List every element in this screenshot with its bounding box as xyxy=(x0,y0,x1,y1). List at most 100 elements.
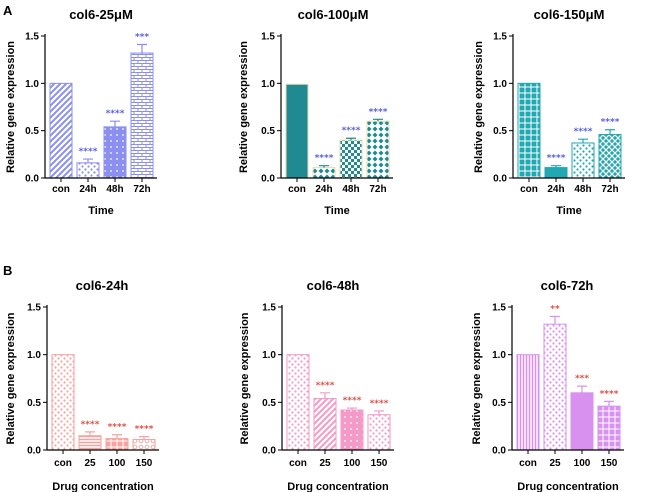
significance-label: **** xyxy=(135,425,154,435)
y-tick-label: 1.0 xyxy=(27,350,41,361)
y-tick-label: 1.5 xyxy=(261,32,275,43)
bar xyxy=(367,414,391,451)
bar xyxy=(544,167,568,179)
y-tick-label: 1.0 xyxy=(25,79,39,90)
bar xyxy=(517,82,541,179)
significance-label: **** xyxy=(81,420,100,430)
error-bar xyxy=(605,129,615,135)
y-tick-label: 0.0 xyxy=(27,446,41,457)
x-tick-label: 100 xyxy=(574,458,591,469)
x-tick-label: con xyxy=(54,458,72,469)
significance-label: **** xyxy=(370,399,389,409)
bar xyxy=(78,435,102,451)
bar xyxy=(571,142,595,179)
error-bar xyxy=(320,392,330,399)
y-axis-label: Relative gene expression xyxy=(238,41,250,173)
error-bar xyxy=(346,137,356,141)
y-tick-label: 0.0 xyxy=(492,446,506,457)
chart-title: col6-72h xyxy=(541,278,594,293)
y-tick-label: 1.0 xyxy=(493,79,507,90)
y-tick-label: 0.5 xyxy=(492,398,506,409)
error-bar xyxy=(83,158,93,163)
y-tick-label: 1.5 xyxy=(262,303,276,314)
x-tick-label: 72h xyxy=(369,184,386,195)
significance-label: **** xyxy=(600,389,619,399)
error-bar xyxy=(347,407,357,410)
y-tick-label: 0.0 xyxy=(261,174,275,185)
y-tick-label: 0.5 xyxy=(262,398,276,409)
y-axis-label: Relative gene expression xyxy=(239,312,251,444)
y-axis-label: Relative gene expression xyxy=(471,312,483,444)
y-tick-label: 1.5 xyxy=(25,32,39,43)
chart-panel: col6-100μM Relative gene expression con ***… xyxy=(238,7,393,217)
significance-label: **** xyxy=(601,118,620,128)
significance-label: **** xyxy=(315,154,334,164)
bar xyxy=(516,354,540,451)
bar xyxy=(130,52,154,179)
x-tick-label: con xyxy=(519,458,537,469)
error-bar xyxy=(578,138,588,143)
bar xyxy=(340,409,364,451)
error-bar xyxy=(550,315,560,325)
x-axis-label: Drug concentration xyxy=(517,481,619,492)
bar xyxy=(598,133,622,179)
bar xyxy=(103,126,127,179)
x-tick-label: con xyxy=(288,184,306,195)
x-tick-label: 25 xyxy=(319,458,331,469)
significance-label: ** xyxy=(550,305,560,315)
error-bar xyxy=(112,434,122,439)
x-tick-label: 150 xyxy=(136,458,153,469)
x-axis-label: Drug concentration xyxy=(287,481,389,492)
bar xyxy=(366,120,390,179)
x-tick-label: con xyxy=(520,184,538,195)
error-bar xyxy=(110,120,120,127)
y-tick-label: 1.5 xyxy=(492,303,506,314)
bar xyxy=(313,398,337,451)
error-bar xyxy=(139,436,149,440)
y-axis-label: Relative gene expression xyxy=(473,41,485,173)
significance-label: **** xyxy=(369,107,388,117)
x-tick-label: 48h xyxy=(574,184,591,195)
error-bar xyxy=(319,165,329,168)
bar xyxy=(105,438,129,451)
x-tick-label: 48h xyxy=(342,184,359,195)
x-tick-label: 25 xyxy=(84,458,96,469)
error-bar xyxy=(85,431,95,436)
significance-label: **** xyxy=(547,154,566,164)
significance-label: *** xyxy=(135,33,149,43)
x-tick-label: 48h xyxy=(106,184,123,195)
bar xyxy=(286,354,310,451)
x-tick-label: 24h xyxy=(315,184,332,195)
y-tick-label: 0.0 xyxy=(25,174,39,185)
x-axis-label: Time xyxy=(556,205,581,217)
chart-panel: col6-48h Relative gene expression con **** 2… xyxy=(239,278,394,492)
x-tick-label: 100 xyxy=(344,458,361,469)
y-tick-label: 0.5 xyxy=(27,398,41,409)
x-axis-label: Drug concentration xyxy=(52,481,154,492)
x-tick-label: 150 xyxy=(371,458,388,469)
x-tick-label: 150 xyxy=(601,458,618,469)
chart-title: col6-25μM xyxy=(69,7,133,22)
y-tick-label: 0.0 xyxy=(262,446,276,457)
chart-title: col6-150μM xyxy=(534,7,605,22)
error-bar xyxy=(137,43,147,54)
x-tick-label: con xyxy=(52,184,70,195)
error-bar xyxy=(577,385,587,393)
bar xyxy=(597,405,621,451)
bar xyxy=(76,162,100,179)
y-tick-label: 0.5 xyxy=(493,126,507,137)
panel-label-a: A xyxy=(3,3,13,18)
significance-label: **** xyxy=(343,396,362,406)
chart-panel: col6-150μM Relative gene expression con ***… xyxy=(473,7,625,217)
x-tick-label: 25 xyxy=(549,458,561,469)
bar xyxy=(543,323,567,451)
x-tick-label: con xyxy=(289,458,307,469)
y-tick-label: 0.0 xyxy=(493,174,507,185)
significance-label: **** xyxy=(79,147,98,157)
y-tick-label: 1.0 xyxy=(262,350,276,361)
bar xyxy=(312,167,336,179)
significance-label: **** xyxy=(108,423,127,433)
error-bar xyxy=(373,118,383,122)
x-tick-label: 24h xyxy=(547,184,564,195)
